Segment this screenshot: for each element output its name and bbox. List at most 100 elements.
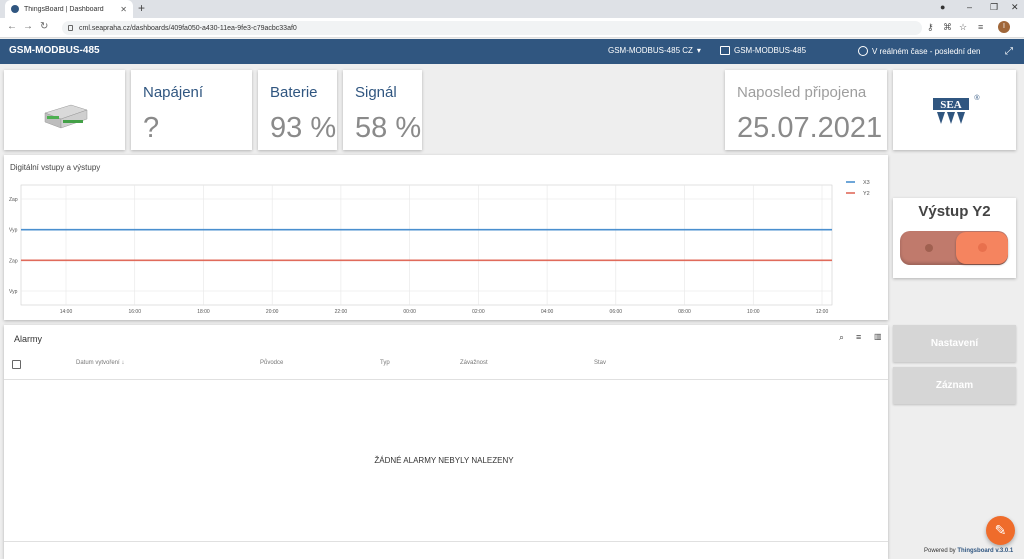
browser-tab-title: ThingsBoard | Dashboard [24,5,104,13]
minimize-icon[interactable]: – [967,2,973,12]
footer-divider [4,541,888,542]
x-tick-label: 12:00 [816,309,829,315]
devices-icon [720,46,730,55]
profile-download-icon[interactable]: ● [940,2,946,12]
bookmark-star-icon[interactable]: ☆ [959,22,968,32]
dashboard-toolbar: GSM-MODBUS-485 GSM-MODBUS-485 CZ ▾ GSM-M… [0,39,1024,64]
output-y2-toggle[interactable] [900,231,1008,265]
x-tick-label: 22:00 [335,309,348,315]
col-created-label: Datum vytvoření [76,360,120,366]
window-close-icon[interactable]: ✕ [1011,2,1019,12]
key-icon[interactable]: ⚷ [927,22,934,32]
x-tick-label: 18:00 [197,309,210,315]
log-button[interactable]: Záznam [893,367,1016,404]
settings-button[interactable]: Nastavení [893,325,1016,362]
toggle-knob[interactable] [956,232,1008,264]
search-icon[interactable]: ⌕ [839,332,845,342]
output-y2-card: Výstup Y2 [893,198,1016,278]
sea-logo-icon: SEA ® [933,94,980,124]
battery-label: Baterie [270,84,318,101]
col-originator[interactable]: Původce [260,360,284,366]
browser-tab[interactable]: ThingsBoard | Dashboard ✕ [5,0,133,18]
filter-icon[interactable]: ≡ [856,332,862,342]
sort-arrow-icon: ↓ [121,360,125,366]
legend-label-y2: Y2 [863,191,870,197]
timewindow-button[interactable]: V reálném čase - poslední den [858,46,981,56]
col-type[interactable]: Typ [380,360,390,366]
columns-icon[interactable]: ▥ [874,332,882,341]
header-divider [4,379,888,380]
plot-area [20,184,833,306]
toggle-off-dot [925,244,933,252]
timewindow-label: V reálném čase - poslední den [872,46,981,56]
svg-text:®: ® [974,94,980,102]
power-card: Napájení ? [131,70,252,150]
x-tick-label: 14:00 [60,309,73,315]
dashboard-select[interactable]: GSM-MODBUS-485 CZ ▾ [608,46,701,55]
io-chart[interactable]: Zap Vyp Zap Vyp 14:00 16:00 18:00 20:00 22:00 00… [4,155,888,320]
battery-value: 93 % [270,112,337,144]
alarms-title: Alarmy [14,334,43,344]
lock-icon [68,25,73,31]
forward-icon[interactable]: → [23,21,33,32]
reading-list-icon[interactable]: ≡ [978,22,984,32]
url-text: cml.seapraha.cz/dashboards/409fa050-a430… [79,24,297,32]
y-tick-label: Zap [9,258,18,264]
last-connected-label: Naposled připojena [737,84,867,101]
dashboard-select-label: GSM-MODBUS-485 CZ [608,46,693,55]
thingsboard-favicon-icon [11,5,19,13]
clock-icon [858,46,868,56]
restore-icon[interactable]: ❐ [990,2,999,12]
col-severity[interactable]: Závažnost [460,360,488,366]
last-connected-card: Naposled připojena 25.07.2021 [725,70,887,150]
powered-by-brand[interactable]: Thingsboard v.3.0.1 [957,548,1014,554]
chart-title: Digitální vstupy a výstupy [10,163,101,172]
device-image-card [4,70,125,150]
address-bar-row: ← → ↻ cml.seapraha.cz/dashboards/409fa05… [0,18,1024,38]
battery-card: Baterie 93 % [258,70,337,150]
svg-text:SEA: SEA [940,99,961,111]
x-tick-label: 16:00 [128,309,141,315]
gsm-modbus-device-image [44,104,88,129]
signal-value: 58 % [355,112,422,144]
back-icon[interactable]: ← [7,21,17,32]
x-tick-label: 10:00 [747,309,760,315]
browser-tab-strip: ThingsBoard | Dashboard ✕ + ● – ❐ ✕ [0,0,1024,18]
alarms-card: Alarmy ⌕ ≡ ▥ Datum vytvoření ↓ Původce T… [4,325,888,559]
entity-selector[interactable]: GSM-MODBUS-485 [720,46,806,55]
output-y2-title: Výstup Y2 [918,203,991,220]
last-connected-value: 25.07.2021 [737,112,883,144]
power-label: Napájení [143,84,204,101]
new-tab-icon[interactable]: + [138,1,146,15]
io-chart-card: Digitální vstupy a výstupy Zap Vyp Zap Vyp … [4,155,888,320]
entity-label: GSM-MODBUS-485 [734,46,807,55]
x-tick-label: 02:00 [472,309,485,315]
url-field[interactable]: cml.seapraha.cz/dashboards/409fa050-a430… [62,21,922,35]
powered-by: Powered by Thingsboard v.3.0.1 [924,548,1013,554]
close-tab-icon[interactable]: ✕ [120,4,127,14]
col-created[interactable]: Datum vytvoření ↓ [76,360,124,366]
dashboard-title: GSM-MODBUS-485 [9,45,100,56]
x-tick-label: 08:00 [678,309,691,315]
chevron-down-icon: ▾ [696,46,701,55]
x-tick-label: 20:00 [266,309,279,315]
y-tick-label: Vyp [9,228,18,234]
fullscreen-icon[interactable]: ⤢ [1005,46,1013,57]
translate-icon[interactable]: ⌘ [943,22,952,32]
reload-icon[interactable]: ↻ [40,21,49,32]
x-tick-label: 06:00 [610,309,623,315]
signal-card: Signál 58 % [343,70,422,150]
signal-label: Signál [355,84,397,101]
select-all-checkbox[interactable] [12,360,21,369]
y-tick-label: Vyp [9,289,18,295]
sea-logo-card: SEA ® [893,70,1016,150]
x-tick-label: 00:00 [403,309,416,315]
powered-by-prefix: Powered by [924,548,956,554]
y-tick-label: Zap [9,197,18,203]
profile-avatar[interactable]: I [998,21,1010,33]
col-status[interactable]: Stav [594,360,607,366]
edit-dashboard-button[interactable]: ✎ [986,516,1015,545]
power-value: ? [143,112,160,144]
legend-label-x3: X3 [863,180,870,186]
toggle-on-dot [978,243,987,252]
